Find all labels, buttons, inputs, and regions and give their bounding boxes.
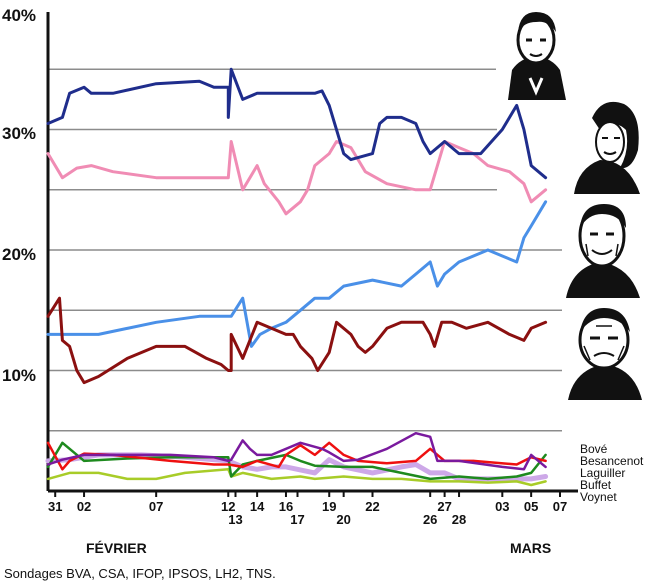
- legend-besancenot: Besancenot: [580, 454, 644, 468]
- y-tick-30: 30%: [2, 124, 36, 143]
- gridlines: [48, 68, 562, 432]
- series-line-lepen: [46, 296, 548, 385]
- x-tick-label-4: 13: [228, 512, 242, 527]
- x-tick-label-15: 05: [524, 499, 538, 514]
- series-line-voynet: [46, 468, 547, 487]
- portrait-le-pen: [564, 302, 646, 400]
- x-tick-label-16: 07: [553, 499, 567, 514]
- series-line-bove: [46, 431, 547, 471]
- x-tick-label-0: 31: [48, 499, 62, 514]
- series-line-buffet: [46, 441, 547, 481]
- y-tick-20: 20%: [2, 245, 36, 264]
- month-label-fevrier: FÉVRIER: [86, 540, 147, 556]
- x-tick-label-5: 14: [250, 499, 265, 514]
- x-tick-label-2: 07: [149, 499, 163, 514]
- portrait-royal: [568, 96, 648, 194]
- x-tick-label-6: 16: [279, 499, 293, 514]
- source-note: Sondages BVA, CSA, IFOP, IPSOS, LH2, TNS…: [4, 566, 276, 581]
- x-tick-label-1: 02: [77, 499, 91, 514]
- x-tick-label-13: 28: [452, 512, 466, 527]
- month-label-mars: MARS: [510, 540, 551, 556]
- portrait-bayrou: [562, 198, 644, 298]
- x-tick-label-3: 12: [221, 499, 235, 514]
- series-line-sarkozy: [46, 67, 548, 180]
- series-layer: [45, 67, 549, 487]
- x-tick-label-11: 26: [423, 512, 437, 527]
- x-tick-label-7: 17: [290, 512, 304, 527]
- x-tick-label-8: 19: [322, 499, 336, 514]
- y-tick-40: 40%: [2, 6, 36, 25]
- series-line-bayrou: [46, 200, 548, 348]
- legend-laguiller: Laguiller: [580, 466, 625, 480]
- legend-buffet: Buffet: [580, 478, 612, 492]
- y-tick-10: 10%: [2, 366, 36, 385]
- x-tick-label-14: 03: [495, 499, 509, 514]
- legend-bove: Bové: [580, 442, 608, 456]
- x-tick-label-12: 27: [437, 499, 451, 514]
- portrait-sarkozy: [496, 4, 576, 100]
- x-tick-label-9: 20: [336, 512, 350, 527]
- x-tick-label-10: 22: [365, 499, 379, 514]
- legend-voynet: Voynet: [580, 490, 617, 504]
